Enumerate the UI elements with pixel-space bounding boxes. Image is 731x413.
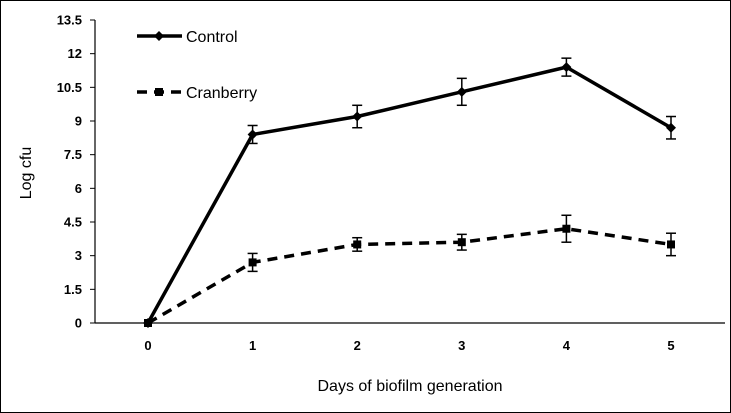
y-tick-label: 4.5 — [64, 215, 82, 230]
legend-label: Control — [186, 29, 238, 46]
data-point — [456, 86, 467, 97]
y-tick-labels: 0 1.5 3 4.5 6 7.5 9 10.5 12 13.5 — [57, 13, 82, 331]
y-axis-title: Log cfu — [18, 147, 35, 199]
x-axis-title: Days of biofilm generation — [318, 378, 503, 395]
x-tick-label: 3 — [458, 338, 465, 353]
data-point — [247, 129, 258, 140]
x-tick-label: 5 — [667, 338, 674, 353]
x-tick-labels: 0 1 2 3 4 5 — [144, 338, 674, 353]
legend-marker — [154, 31, 164, 41]
y-tick-label: 1.5 — [64, 282, 82, 297]
data-point — [144, 319, 152, 327]
data-point — [353, 240, 362, 249]
data-point — [248, 258, 257, 267]
y-tick-label: 6 — [75, 181, 82, 196]
legend-marker — [155, 88, 163, 96]
data-point — [561, 62, 572, 73]
y-tick-label: 0 — [75, 316, 82, 331]
legend-label: Cranberry — [186, 85, 257, 102]
x-tick-label: 4 — [563, 338, 571, 353]
y-tick-label: 12 — [68, 46, 82, 61]
legend: Control Cranberry — [137, 29, 257, 102]
x-tick-label: 2 — [354, 338, 361, 353]
y-tick-label: 3 — [75, 248, 82, 263]
legend-item-cranberry: Cranberry — [137, 85, 257, 102]
data-point — [562, 224, 571, 233]
x-tick-label: 1 — [249, 338, 256, 353]
series-cranberry — [144, 214, 676, 327]
series-line — [146, 65, 672, 324]
legend-item-control: Control — [137, 29, 238, 46]
x-tick-label: 0 — [144, 338, 151, 353]
y-tick-label: 13.5 — [57, 13, 82, 28]
y-tick-label: 10.5 — [57, 80, 82, 95]
y-tick-label: 9 — [75, 114, 82, 129]
series-line — [147, 226, 672, 325]
data-point — [457, 238, 466, 247]
y-tick-label: 7.5 — [64, 147, 82, 162]
series-layer — [143, 57, 676, 328]
series-control — [143, 57, 676, 328]
axes — [90, 19, 725, 324]
data-point — [667, 240, 675, 249]
data-point — [352, 111, 363, 122]
data-point — [666, 122, 676, 133]
